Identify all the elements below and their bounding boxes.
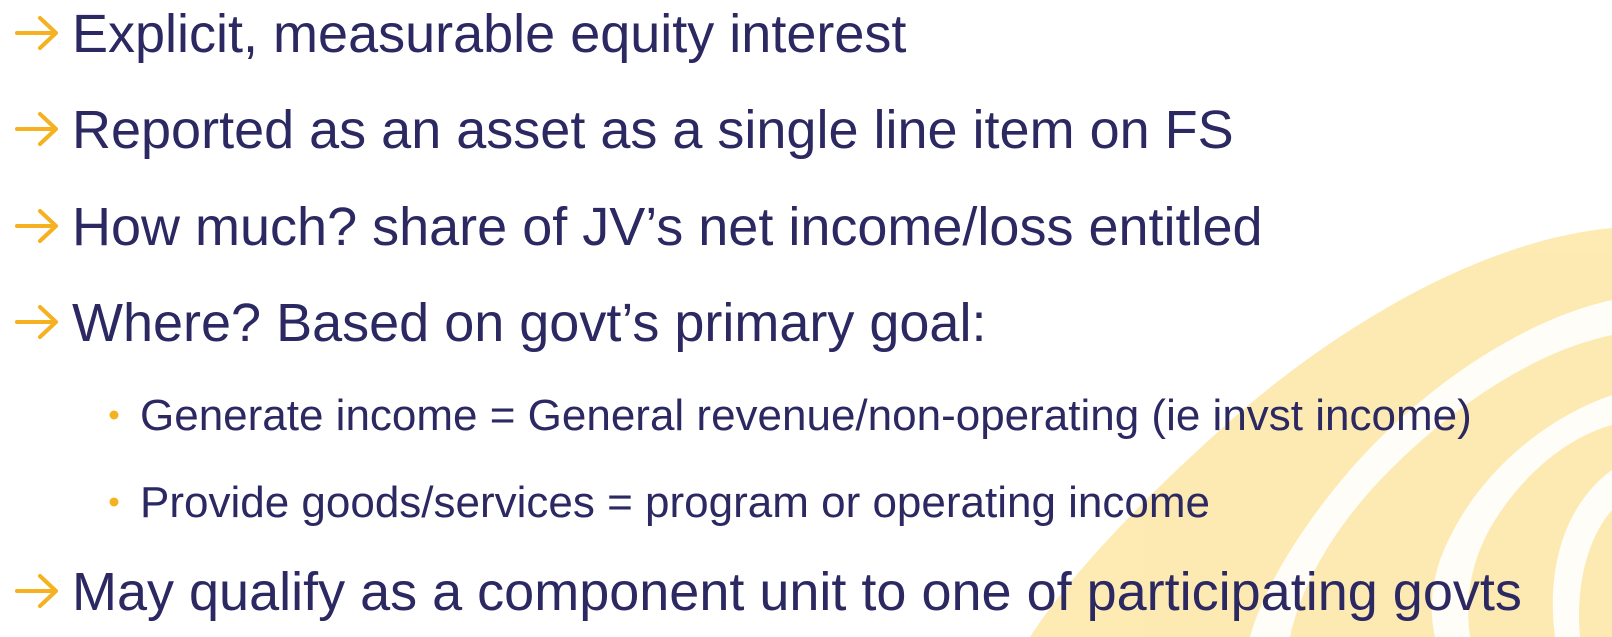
bullet-text: Explicit, measurable equity interest [72, 4, 906, 64]
arrow-bullet [15, 209, 58, 243]
arrow-bullet [15, 574, 58, 608]
bullet-text: Reported as an asset as a single line it… [72, 100, 1234, 160]
bullet-text: Where? Based on govt’s primary goal: [72, 293, 986, 353]
sub-bullet-text: Provide goods/services = program or oper… [140, 478, 1210, 527]
dot-bullet [109, 497, 119, 507]
arrow-bullet [15, 305, 58, 339]
bullet-text: May qualify as a component unit to one o… [72, 562, 1522, 622]
dot-bullet [109, 410, 119, 420]
background-swirl [1030, 228, 1612, 637]
arrow-bullet [15, 16, 58, 50]
sub-bullet-text: Generate income = General revenue/non-op… [140, 391, 1472, 440]
bullet-text: How much? share of JV’s net income/loss … [72, 197, 1263, 257]
arrow-bullet [15, 112, 58, 146]
